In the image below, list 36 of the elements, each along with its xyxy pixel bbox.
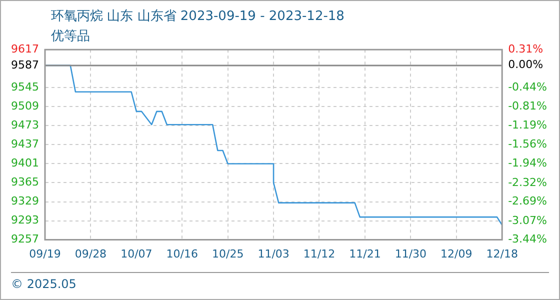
y2-tick-label: -0.81% [508,99,548,112]
y-tick-label: 9617 [10,42,39,56]
y2-tick-label: 0.00% [508,58,544,72]
y-tick-label: 9365 [10,176,39,189]
y-tick-label: 9587 [10,58,39,72]
y2-tick-label: -2.32% [508,176,548,189]
x-tick-label: 10/16 [166,247,198,260]
x-tick-label: 12/18 [486,247,518,260]
x-tick-label: 11/21 [349,247,381,260]
y-tick-label: 9257 [10,232,39,246]
y-tick-label: 9437 [10,138,39,151]
x-tick-label: 11/03 [258,247,290,260]
y-tick-label: 9473 [10,118,39,132]
y2-tick-label: -1.56% [508,137,548,150]
y-tick-label: 9545 [10,80,39,94]
x-tick-label: 09/28 [74,247,107,260]
y2-tick-label: -1.19% [508,118,548,132]
y-tick-label: 9509 [10,100,39,113]
y2-tick-label: -1.94% [508,156,548,170]
y2-tick-label: -0.44% [508,80,548,94]
text: © 2025.05 [11,272,549,291]
y2-tick-label: 0.31% [508,42,544,56]
x-tick-label: 11/30 [394,247,427,260]
chart-subtitle: 优等品 [51,28,90,45]
chart-title: 环氧丙烷 山东 山东省 2023-09-19 - 2023-12-18 [51,8,344,25]
y2-tick-label: -2.69% [508,194,548,208]
x-tick-label: 12/09 [440,247,472,260]
y-tick-label: 9329 [10,194,39,208]
y-tick-label: 9401 [10,156,39,170]
x-tick-label: 10/25 [212,247,244,260]
y2-tick-label: -3.44% [508,232,548,246]
x-tick-label: 10/07 [120,247,152,260]
y2-tick-label: -3.07% [508,214,548,227]
y-tick-label: 9293 [10,214,39,227]
x-tick-label: 11/12 [303,247,336,260]
x-tick-label: 09/19 [29,247,61,260]
